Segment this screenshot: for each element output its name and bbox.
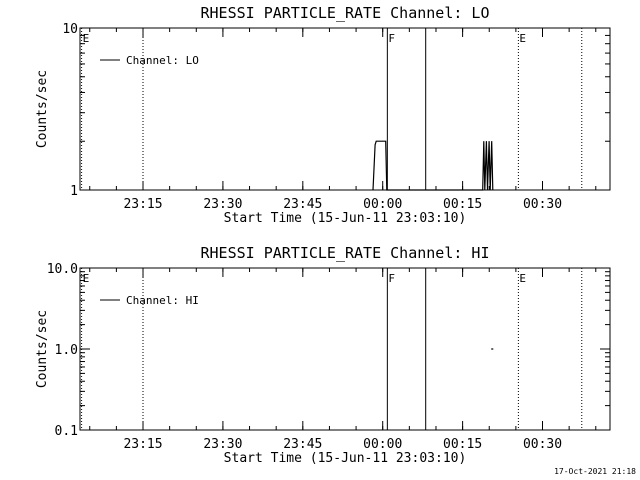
y-tick-label: 10: [62, 22, 78, 37]
event-marker: F: [388, 32, 395, 45]
x-tick-label: 00:15: [443, 437, 482, 452]
y-tick-label: 1.0: [55, 343, 78, 358]
event-marker: E: [83, 32, 90, 45]
event-marker: E: [519, 32, 526, 45]
y-tick-label: 1: [70, 184, 78, 199]
x-tick-label: 00:00: [363, 197, 402, 212]
y-tick-label: 10.0: [47, 262, 78, 277]
x-tick-label: 23:15: [123, 197, 162, 212]
y-axis-label: Counts/sec: [35, 310, 50, 388]
x-tick-label: 00:30: [523, 197, 562, 212]
chart-title: RHESSI PARTICLE_RATE Channel: HI: [201, 244, 490, 262]
event-marker: F: [388, 272, 395, 285]
x-tick-label: 23:45: [283, 197, 322, 212]
x-tick-label: 23:45: [283, 437, 322, 452]
x-axis-label: Start Time (15-Jun-11 23:03:10): [224, 211, 467, 226]
event-marker: E: [519, 272, 526, 285]
x-axis-label: Start Time (15-Jun-11 23:03:10): [224, 451, 467, 466]
chart-panel-1: RHESSI PARTICLE_RATE Channel: LO 1 10 Count…: [35, 4, 611, 226]
x-tick-label: 23:15: [123, 437, 162, 452]
legend-label: Channel: HI: [126, 294, 199, 307]
x-tick-label: 00:15: [443, 197, 482, 212]
plot-frame: [79, 267, 611, 431]
date-stamp: 17-Oct-2021 21:18: [554, 467, 636, 476]
plot-frame: [79, 27, 611, 191]
legend-label: Channel: LO: [126, 54, 199, 67]
y-tick-label: 0.1: [55, 424, 78, 439]
chart-panel-2: RHESSI PARTICLE_RATE Channel: HI 0.1 1.0 10…: [35, 244, 611, 466]
x-tick-label: 00:30: [523, 437, 562, 452]
event-marker: E: [83, 272, 90, 285]
x-tick-label: 23:30: [203, 437, 242, 452]
x-tick-label: 00:00: [363, 437, 402, 452]
x-tick-label: 23:30: [203, 197, 242, 212]
series-line: [372, 140, 494, 191]
chart-title: RHESSI PARTICLE_RATE Channel: LO: [201, 4, 490, 22]
y-axis-label: Counts/sec: [35, 70, 50, 148]
